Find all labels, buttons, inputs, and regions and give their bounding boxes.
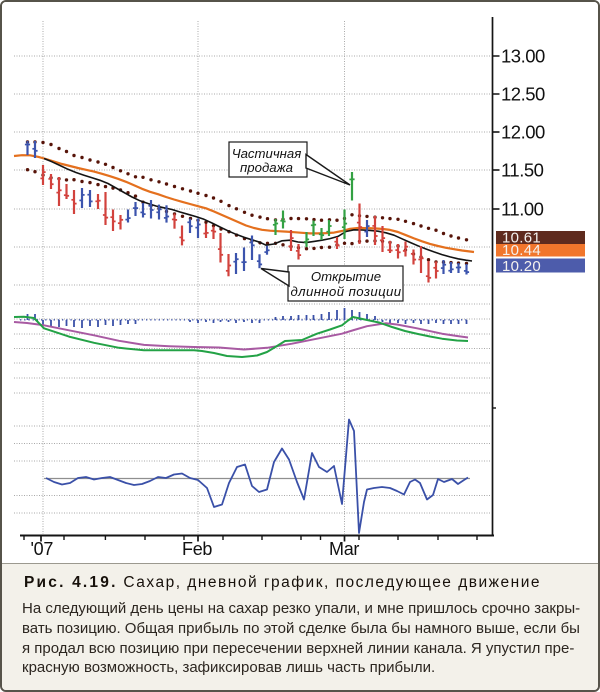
svg-text:10.44: 10.44: [502, 242, 541, 259]
svg-text:'07: '07: [31, 539, 54, 559]
svg-text:11.50: 11.50: [501, 160, 544, 181]
svg-text:Mar: Mar: [329, 539, 359, 559]
svg-text:10.20: 10.20: [502, 258, 541, 275]
svg-text:Частичная: Частичная: [232, 146, 302, 161]
svg-text:Feb: Feb: [182, 539, 212, 559]
svg-text:длинной позиции: длинной позиции: [290, 284, 401, 299]
svg-text:10.61: 10.61: [502, 230, 541, 247]
svg-text:Открытие: Открытие: [311, 269, 381, 284]
svg-text:продажа: продажа: [240, 160, 293, 175]
svg-text:12.00: 12.00: [501, 122, 545, 143]
svg-text:12.50: 12.50: [501, 84, 545, 105]
svg-text:13.00: 13.00: [501, 46, 545, 67]
svg-text:11.00: 11.00: [501, 199, 544, 220]
